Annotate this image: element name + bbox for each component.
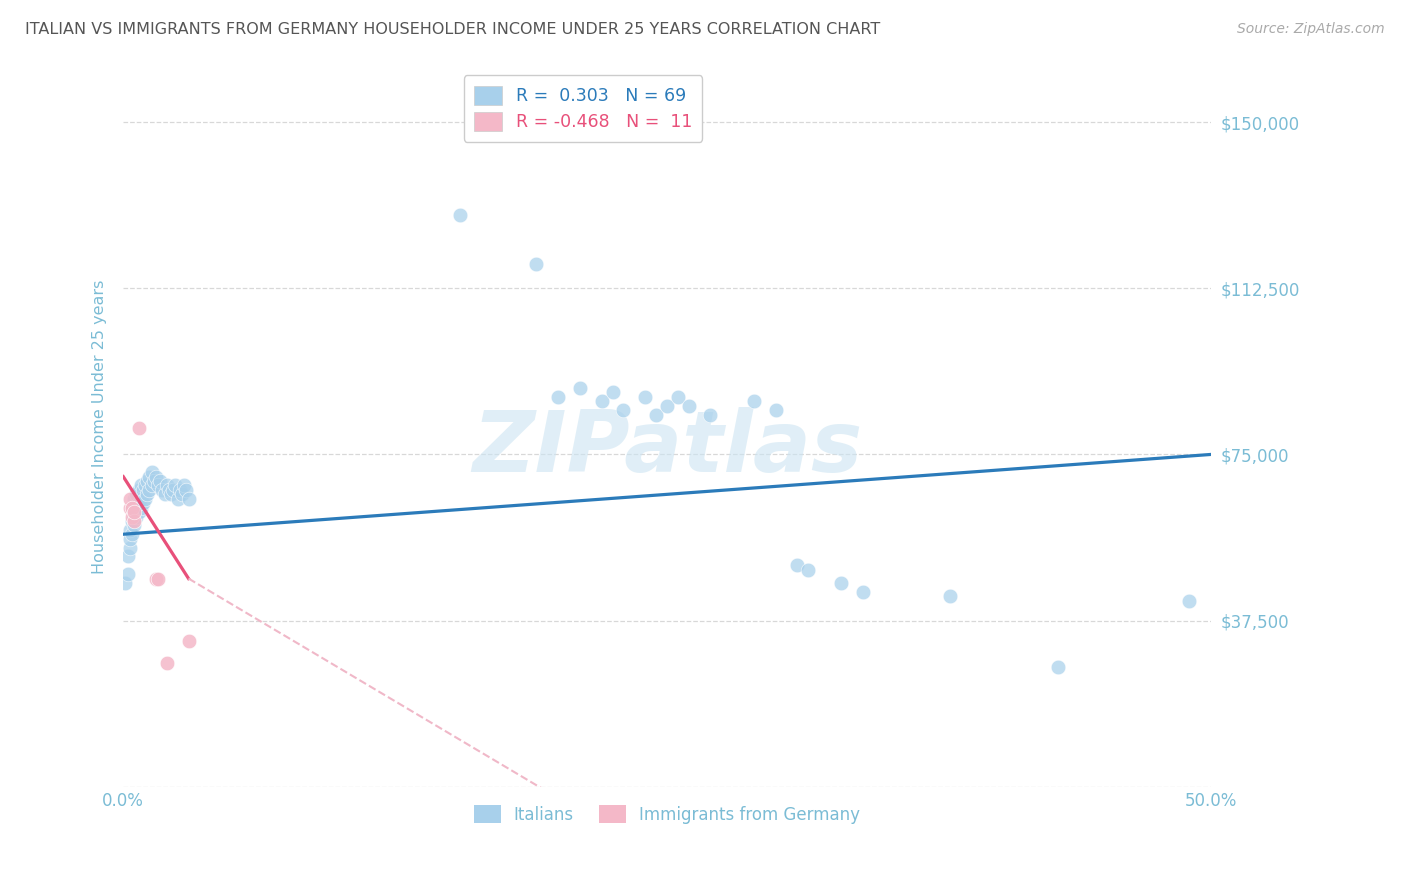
Point — [612, 403, 634, 417]
Point — [118, 532, 141, 546]
Point — [547, 390, 569, 404]
Point — [141, 478, 163, 492]
Point — [177, 633, 200, 648]
Point — [526, 257, 548, 271]
Point — [128, 483, 150, 497]
Text: ZIPatlas: ZIPatlas — [472, 407, 862, 490]
Point — [122, 491, 145, 506]
Point — [121, 514, 143, 528]
Point — [145, 572, 167, 586]
Point — [568, 381, 591, 395]
Point — [129, 478, 152, 492]
Point — [173, 478, 195, 492]
Point — [125, 509, 148, 524]
Point — [645, 408, 668, 422]
Point — [449, 208, 471, 222]
Text: Source: ZipAtlas.com: Source: ZipAtlas.com — [1237, 22, 1385, 37]
Point — [699, 408, 721, 422]
Point — [121, 509, 143, 524]
Point — [146, 478, 169, 492]
Point — [678, 399, 700, 413]
Point — [114, 576, 136, 591]
Point — [149, 474, 172, 488]
Point — [797, 563, 820, 577]
Point — [152, 483, 174, 497]
Point — [666, 390, 689, 404]
Point — [121, 500, 143, 515]
Point — [786, 558, 808, 573]
Point — [165, 478, 187, 492]
Point — [1177, 593, 1199, 607]
Point — [138, 469, 160, 483]
Text: ITALIAN VS IMMIGRANTS FROM GERMANY HOUSEHOLDER INCOME UNDER 25 YEARS CORRELATION: ITALIAN VS IMMIGRANTS FROM GERMANY HOUSE… — [25, 22, 880, 37]
Point — [136, 487, 159, 501]
Point — [122, 505, 145, 519]
Point — [634, 390, 657, 404]
Point — [129, 500, 152, 515]
Point — [142, 474, 165, 488]
Point — [170, 487, 193, 501]
Point — [118, 500, 141, 515]
Point — [655, 399, 678, 413]
Point — [117, 549, 139, 564]
Point — [176, 483, 198, 497]
Point — [765, 403, 787, 417]
Point — [132, 483, 155, 497]
Point — [141, 465, 163, 479]
Point — [157, 483, 180, 497]
Point — [591, 394, 613, 409]
Point — [132, 496, 155, 510]
Point — [121, 527, 143, 541]
Point — [122, 518, 145, 533]
Point — [125, 500, 148, 515]
Point — [118, 541, 141, 555]
Point — [122, 505, 145, 519]
Point — [118, 523, 141, 537]
Point — [153, 487, 176, 501]
Point — [128, 505, 150, 519]
Point — [602, 385, 624, 400]
Point — [134, 491, 156, 506]
Point — [742, 394, 765, 409]
Point — [169, 483, 191, 497]
Point — [160, 487, 183, 501]
Point — [145, 469, 167, 483]
Point — [129, 491, 152, 506]
Point — [118, 491, 141, 506]
Y-axis label: Householder Income Under 25 years: Householder Income Under 25 years — [93, 279, 107, 574]
Legend: Italians, Immigrants from Germany: Italians, Immigrants from Germany — [467, 798, 866, 830]
Point — [1047, 660, 1070, 674]
Point — [830, 576, 852, 591]
Point — [156, 478, 179, 492]
Point — [177, 491, 200, 506]
Point — [117, 567, 139, 582]
Point — [128, 496, 150, 510]
Point — [162, 483, 184, 497]
Point — [134, 478, 156, 492]
Point — [138, 483, 160, 497]
Point — [125, 487, 148, 501]
Point — [938, 589, 960, 603]
Point — [136, 474, 159, 488]
Point — [128, 421, 150, 435]
Point — [121, 500, 143, 515]
Point — [852, 585, 875, 599]
Point — [156, 656, 179, 670]
Point — [166, 491, 188, 506]
Point — [146, 572, 169, 586]
Point — [122, 514, 145, 528]
